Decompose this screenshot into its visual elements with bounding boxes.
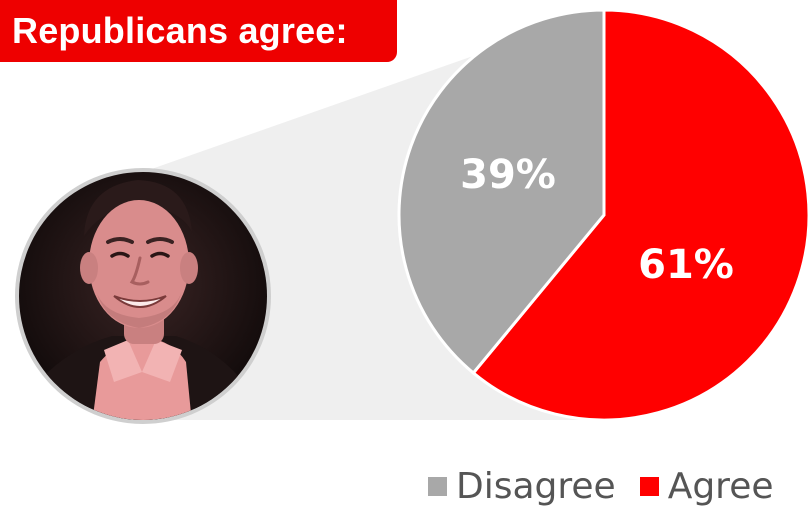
portrait-hair — [84, 180, 192, 236]
legend-label-disagree: Disagree — [456, 465, 616, 507]
portrait-collar — [104, 340, 182, 382]
portrait-nose — [129, 256, 150, 286]
title-badge: Republicans agree: — [0, 0, 397, 62]
pie: 39% 61% — [397, 8, 809, 422]
portrait-smile — [113, 295, 167, 308]
portrait-eyes — [110, 251, 170, 258]
callout-wedge — [143, 10, 604, 420]
legend-swatch-disagree — [428, 476, 447, 496]
portrait-brows — [106, 237, 174, 244]
portrait-jacket — [20, 336, 266, 420]
pie-slice-disagree — [397, 8, 606, 376]
legend: Disagree Agree — [428, 462, 774, 510]
legend-label-agree: Agree — [667, 465, 774, 507]
portrait-jaw-shadow — [96, 290, 182, 328]
portrait-neck — [124, 300, 164, 344]
portrait-shirt — [92, 338, 192, 420]
slice-label-disagree: 39% — [460, 152, 556, 198]
portrait-photo — [15, 168, 271, 424]
portrait-face — [89, 200, 189, 328]
portrait-background — [19, 172, 267, 420]
portrait-ring — [15, 168, 271, 424]
portrait-ear-right — [180, 252, 198, 284]
legend-item-agree: Agree — [639, 465, 774, 507]
legend-swatch-agree — [639, 476, 659, 496]
legend-item-disagree: Disagree — [428, 466, 616, 507]
chart-title: Republicans agree: — [12, 10, 348, 51]
slice-label-agree: 61% — [638, 242, 734, 288]
pie-slice-agree — [471, 8, 809, 422]
portrait-ear-left — [80, 252, 98, 284]
